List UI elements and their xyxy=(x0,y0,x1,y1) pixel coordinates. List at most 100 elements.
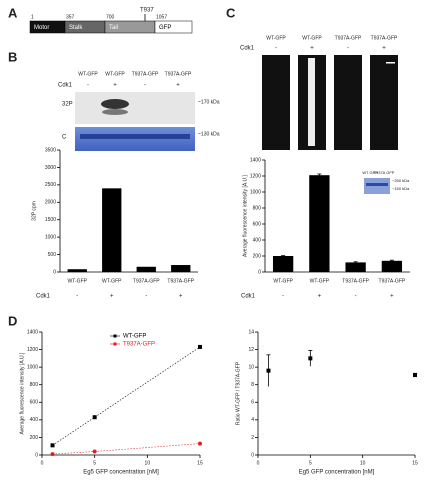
inset-marker: ~150 kDa xyxy=(392,186,410,191)
y-tick-label: 200 xyxy=(253,253,262,259)
fit-line xyxy=(52,443,201,455)
lane-label: WT-GFP xyxy=(105,71,125,77)
band xyxy=(101,99,129,109)
inset-marker: ~250 kDa xyxy=(392,178,410,183)
y-tick-label: 0 xyxy=(258,269,261,275)
x-tick-label: 15 xyxy=(197,460,203,466)
treatment-label: Cdk1 xyxy=(240,46,255,52)
y-tick-label: 0 xyxy=(35,452,38,458)
x-tick-label: T937A-GFP xyxy=(342,278,369,284)
bar xyxy=(102,188,122,272)
y-tick-label: 12 xyxy=(248,347,254,353)
treatment: - xyxy=(144,83,146,89)
x-tick-label: T937A-GFP xyxy=(379,278,406,284)
domain-position: 357 xyxy=(66,14,75,20)
band xyxy=(80,134,190,139)
y-tick-label: 6 xyxy=(251,400,254,406)
treatment: + xyxy=(176,83,180,89)
y-tick-label: 1500 xyxy=(45,217,56,223)
y-tick-label: 400 xyxy=(253,237,262,243)
y-tick-label: 3000 xyxy=(45,165,56,171)
y-axis-label: 32P cpm xyxy=(31,201,37,221)
y-tick-label: 10 xyxy=(248,364,254,370)
panel-label: D xyxy=(8,313,17,328)
image xyxy=(334,55,362,150)
bar xyxy=(171,265,191,272)
treatment: + xyxy=(390,294,394,300)
treatment: - xyxy=(87,83,89,89)
treatment: - xyxy=(282,294,284,300)
site-label: T937 xyxy=(140,8,154,14)
lane-label: WT-GFP xyxy=(78,71,98,77)
y-tick-label: 4 xyxy=(251,417,254,423)
lane-label: T937A-GFP xyxy=(165,71,192,77)
panel-label: C xyxy=(226,5,236,20)
x-tick-label: WT-GFP xyxy=(102,278,122,284)
row-label: 32P xyxy=(62,102,73,108)
x-tick-label: T937A-GFP xyxy=(167,278,194,284)
treatment-label: Cdk1 xyxy=(241,294,256,300)
y-tick-label: 1200 xyxy=(27,347,38,353)
treatment: - xyxy=(355,294,357,300)
y-axis-label: Ratio WT-GFP / T937A-GFP xyxy=(235,361,241,425)
image xyxy=(370,55,398,150)
image xyxy=(262,55,290,150)
lane-label: WT-GFP xyxy=(302,35,322,41)
domain-name: Stalk xyxy=(69,25,83,31)
treatment: + xyxy=(310,46,314,52)
treatment: - xyxy=(347,46,349,52)
marker xyxy=(198,344,202,349)
treatment: - xyxy=(76,294,78,300)
y-axis-label: Average fluorescence intensity [A.U.] xyxy=(242,174,248,257)
x-tick-label: 0 xyxy=(257,460,260,466)
y-tick-label: 400 xyxy=(30,417,39,423)
microtubule xyxy=(308,58,315,146)
treatment: + xyxy=(110,294,114,300)
y-tick-label: 1200 xyxy=(250,173,261,179)
treatment-label: Cdk1 xyxy=(36,294,51,300)
bar xyxy=(309,175,330,272)
treatment: + xyxy=(179,294,183,300)
y-tick-label: 1000 xyxy=(250,189,261,195)
y-tick-label: 0 xyxy=(251,452,254,458)
domain-segment xyxy=(154,20,193,34)
y-tick-label: 600 xyxy=(30,400,39,406)
y-tick-label: 1000 xyxy=(45,234,56,240)
treatment: + xyxy=(382,46,386,52)
marker-label: ~130 kDa xyxy=(198,131,220,137)
fit-line xyxy=(52,346,201,446)
autoradiograph xyxy=(75,92,195,124)
inset-lane: T937A GFP xyxy=(374,170,395,175)
lane-label: T937A-GFP xyxy=(371,35,398,41)
x-tick-label: WT-GFP xyxy=(68,278,88,284)
treatment: + xyxy=(318,294,322,300)
domain-position: 1 xyxy=(31,14,34,20)
marker xyxy=(50,452,55,457)
treatment: - xyxy=(145,294,147,300)
y-tick-label: 2500 xyxy=(45,182,56,188)
x-tick-label: 10 xyxy=(360,460,366,466)
marker xyxy=(50,443,55,448)
lane-label: T937A-GFP xyxy=(132,71,159,77)
panel-label: A xyxy=(8,5,18,20)
marker xyxy=(198,441,202,446)
legend-marker xyxy=(113,334,117,338)
row-label: C xyxy=(62,135,67,141)
x-tick-label: 0 xyxy=(41,460,44,466)
x-tick-label: WT-GFP xyxy=(310,278,330,284)
domain-name: Tail xyxy=(109,25,118,31)
x-tick-label: WT-GFP xyxy=(273,278,293,284)
marker xyxy=(266,368,271,373)
scale-bar xyxy=(386,62,395,64)
marker xyxy=(308,356,313,361)
y-tick-label: 1000 xyxy=(27,364,38,370)
bar xyxy=(67,269,87,272)
domain-name: Motor xyxy=(34,25,49,31)
legend-label: WT-GFP xyxy=(123,334,146,340)
treatment-label: Cdk1 xyxy=(58,83,73,89)
marker xyxy=(92,415,97,420)
bar xyxy=(136,266,156,272)
x-tick-label: 10 xyxy=(145,460,151,466)
y-axis-label: Average fluorescence intensity [A.U.] xyxy=(19,352,25,435)
y-tick-label: 500 xyxy=(48,252,57,258)
